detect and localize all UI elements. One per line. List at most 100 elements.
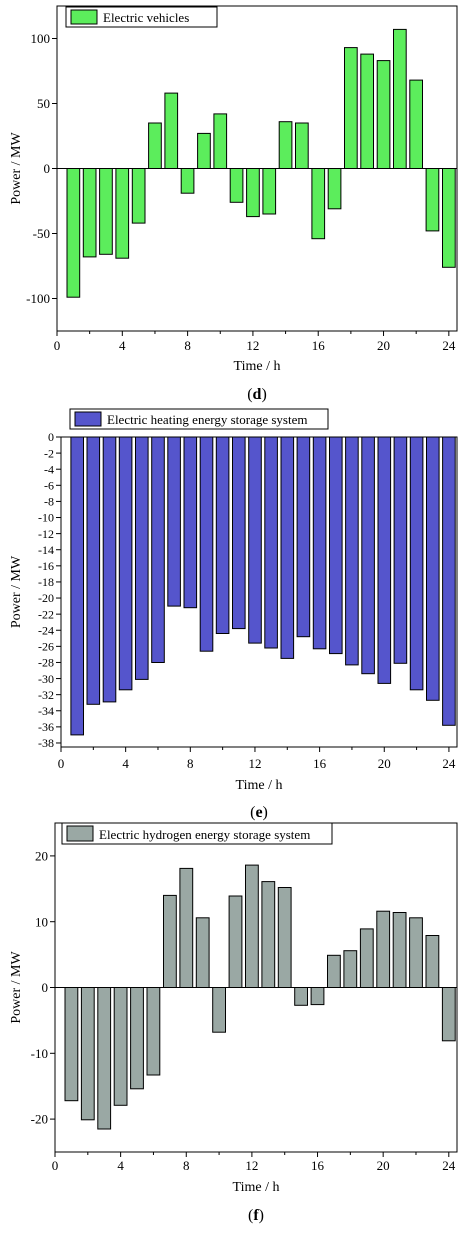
bar: [280, 436, 295, 659]
bar: [82, 168, 97, 258]
bar: [345, 436, 359, 666]
bar: [361, 436, 375, 675]
bar: [261, 881, 276, 988]
x-tick-label: 24: [442, 338, 456, 353]
y-tick-label: -34: [38, 704, 54, 718]
bar: [343, 950, 358, 989]
legend: Electric hydrogen energy storage system: [61, 822, 333, 845]
bar: [232, 436, 246, 630]
y-tick-label: -38: [38, 736, 54, 750]
legend-box: [61, 822, 333, 845]
y-tick-label: -10: [31, 1046, 48, 1061]
x-tick-label: 16: [312, 338, 326, 353]
bar: [246, 168, 260, 218]
bar: [66, 168, 81, 298]
y-axis-label: Power / MW: [9, 951, 24, 1024]
x-tick-label: 12: [245, 1158, 258, 1173]
bar: [409, 436, 424, 691]
x-tick-label: 0: [54, 338, 61, 353]
bar: [199, 436, 214, 652]
bar: [70, 436, 85, 736]
x-tick-label: 8: [187, 756, 194, 771]
y-tick-label: 0: [42, 980, 49, 995]
x-tick-label: 4: [117, 1158, 124, 1173]
legend-label: Electric hydrogen energy storage system: [99, 827, 310, 842]
x-axis-label: Time / h: [234, 359, 281, 374]
bar: [215, 436, 230, 634]
y-tick-label: -6: [44, 479, 54, 493]
y-tick-label: -18: [38, 575, 54, 589]
bar: [344, 47, 358, 169]
panel-caption: (d): [247, 386, 267, 403]
bar: [426, 436, 440, 701]
bar: [278, 121, 293, 169]
bar: [195, 917, 210, 988]
y-tick-label: -2: [44, 446, 54, 460]
bar: [425, 935, 440, 988]
x-tick-label: 20: [378, 756, 391, 771]
bar: [113, 987, 128, 1106]
bar: [376, 60, 391, 169]
bar: [163, 894, 177, 989]
bar: [311, 168, 326, 240]
bar: [377, 436, 392, 684]
y-tick-label: -36: [38, 720, 54, 734]
bar: [409, 79, 423, 169]
y-tick-label: -30: [38, 672, 54, 686]
bar: [294, 987, 309, 1006]
y-tick-label: 10: [35, 914, 48, 929]
bar: [197, 132, 211, 169]
bar: [327, 168, 342, 210]
bar: [264, 436, 278, 649]
bar: [359, 928, 374, 989]
y-tick-label: -24: [38, 623, 54, 637]
bar: [135, 436, 149, 680]
bar: [131, 168, 146, 224]
bar: [167, 436, 181, 607]
bar: [228, 895, 243, 988]
bar: [248, 436, 262, 644]
y-tick-label: -26: [38, 640, 54, 654]
y-tick-label: -100: [26, 291, 50, 306]
x-tick-label: 16: [313, 756, 327, 771]
y-tick-label: -12: [38, 527, 54, 541]
x-tick-label: 12: [248, 756, 261, 771]
legend: Electric vehicles: [65, 6, 218, 28]
bar: [392, 912, 407, 988]
x-axis-label: Time / h: [236, 778, 283, 793]
bar: [441, 987, 456, 1042]
y-tick-label: -28: [38, 656, 54, 670]
legend: Electric heating energy storage system: [69, 408, 329, 430]
bar: [183, 436, 198, 609]
bar: [409, 917, 423, 988]
y-tick-label: -4: [44, 462, 54, 476]
bar: [329, 436, 343, 655]
x-tick-label: 4: [122, 756, 129, 771]
x-tick-label: 16: [311, 1158, 325, 1173]
legend-label: Electric heating energy storage system: [107, 412, 307, 427]
bar: [99, 168, 113, 255]
legend-swatch: [74, 411, 102, 427]
panel-caption: (e): [250, 804, 268, 821]
legend-box: [65, 6, 218, 28]
bar: [425, 168, 440, 232]
legend-box: [69, 408, 329, 430]
bar: [376, 910, 391, 989]
y-tick-label: 50: [37, 96, 50, 111]
legend-swatch: [66, 825, 94, 842]
y-tick-label: -8: [44, 495, 54, 509]
bar: [442, 168, 456, 268]
bar: [80, 987, 95, 1121]
panel-caption: (f): [248, 1207, 264, 1224]
x-tick-label: 20: [377, 338, 390, 353]
bar: [277, 887, 292, 988]
bar: [295, 122, 309, 169]
y-tick-label: 20: [35, 848, 48, 863]
bar: [97, 987, 112, 1130]
bar: [312, 436, 327, 650]
bar: [86, 436, 101, 705]
bar: [393, 28, 407, 170]
x-axis-label: Time / h: [233, 1180, 280, 1195]
y-axis-label: Power / MW: [9, 132, 24, 205]
chart-panel-d: -100 -50 0 50 100 0 4 8 12 16 20 24 Time / h Power / …: [9, 5, 458, 403]
